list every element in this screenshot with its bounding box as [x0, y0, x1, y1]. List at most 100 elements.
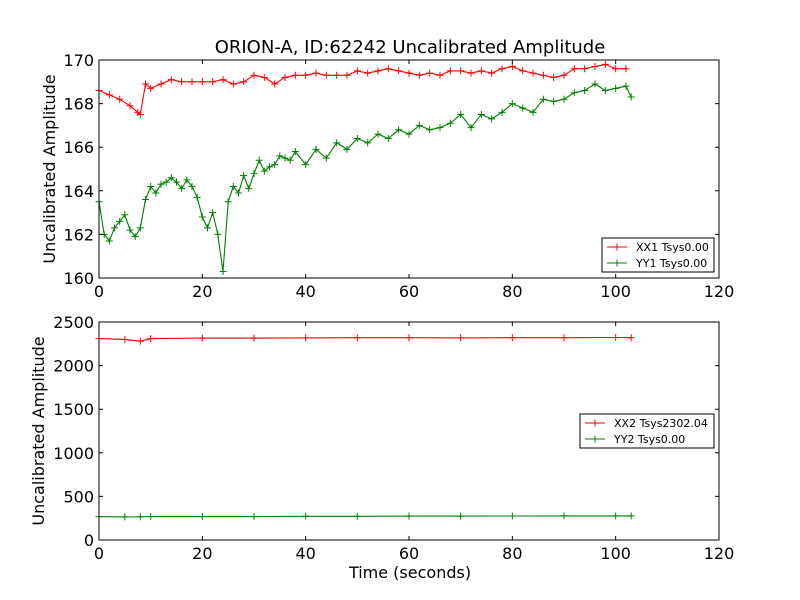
data-point-marker [198, 78, 206, 86]
y-tick-label: 170 [63, 51, 94, 70]
x-tick-label: 40 [295, 544, 315, 563]
data-point-marker [188, 78, 196, 86]
figure-title: ORION-A, ID:62242 Uncalibrated Amplitude [215, 37, 606, 58]
data-point-marker [322, 71, 330, 79]
data-point-marker [570, 89, 578, 97]
data-point-marker [436, 124, 444, 132]
data-point-marker [178, 185, 186, 193]
data-point-marker [343, 145, 351, 153]
data-point-marker [395, 126, 403, 134]
data-point-marker [250, 169, 258, 177]
data-point-marker [136, 111, 144, 118]
data-point-marker [193, 193, 201, 201]
data-point-marker [457, 512, 465, 520]
data-point-marker [219, 267, 227, 275]
data-point-marker [519, 67, 527, 75]
data-point-marker [622, 65, 630, 73]
data-point-marker [136, 224, 144, 232]
x-tick-label: 20 [192, 282, 212, 301]
legend: XX2 Tsys2302.04 YY2 Tsys0.00 [579, 413, 715, 449]
data-point-marker [121, 335, 129, 343]
data-point-marker [245, 185, 253, 193]
data-point-marker [581, 65, 589, 73]
data-point-marker [121, 513, 129, 521]
data-point-marker [188, 182, 196, 190]
series-1-2 [95, 80, 635, 275]
data-point-marker [291, 148, 299, 156]
data-point-marker [612, 84, 620, 92]
data-point-marker [157, 180, 165, 188]
data-point-marker [560, 512, 568, 520]
data-point-marker [121, 211, 129, 219]
data-point-marker [136, 337, 144, 345]
data-point-marker [105, 91, 113, 99]
data-point-marker [570, 65, 578, 73]
y-tick-label: 1500 [53, 400, 94, 419]
legend-label: XX1 Tsys0.00 [636, 241, 709, 254]
data-point-marker [353, 67, 361, 75]
data-point-marker [550, 97, 558, 105]
data-point-marker [131, 233, 139, 241]
data-point-marker [405, 130, 413, 138]
x-tick-label: 100 [600, 544, 631, 563]
data-point-marker [302, 71, 310, 79]
data-point-marker [477, 111, 485, 118]
data-point-marker [343, 71, 351, 79]
data-point-marker [498, 108, 506, 116]
plot-panel-2: 0 20 40 60 80 100 120 0 500 1000 1500 2000 2500 Uncal… [29, 313, 734, 563]
data-point-marker [183, 176, 191, 184]
data-point-marker [111, 224, 118, 232]
data-point-marker [612, 512, 620, 520]
legend-label: YY2 Tsys0.00 [613, 433, 685, 446]
x-tick-label: 120 [704, 544, 735, 563]
data-point-marker [384, 134, 392, 142]
data-point-marker [240, 78, 248, 86]
series-2-2 [95, 512, 635, 521]
legend-box [579, 413, 715, 449]
data-point-marker [395, 67, 403, 75]
data-point-marker [374, 67, 382, 75]
y-tick-label: 2000 [53, 357, 94, 376]
data-point-marker [198, 513, 206, 521]
y-axis-label: Uncalibrated Amplitude [29, 336, 48, 525]
data-point-marker [333, 139, 341, 147]
data-point-marker [291, 71, 299, 79]
data-point-marker [415, 71, 423, 79]
data-point-marker [116, 95, 124, 103]
data-point-marker [539, 95, 547, 103]
data-point-marker [322, 154, 330, 162]
plots: 0 20 40 60 80 100 120160162164166168170Uncalib… [29, 51, 734, 563]
data-point-marker [126, 102, 134, 110]
legend-marker [613, 243, 621, 251]
data-point-marker [364, 139, 372, 147]
data-point-marker [250, 71, 258, 79]
data-point-marker [446, 67, 454, 75]
data-point-marker [467, 124, 475, 132]
data-point-marker [508, 100, 516, 108]
data-point-marker [405, 512, 413, 520]
data-point-marker [488, 115, 496, 123]
legend-label: XX2 Tsys2302.04 [614, 417, 708, 430]
data-point-marker [224, 198, 232, 206]
data-point-marker [302, 334, 310, 342]
data-point-marker [612, 334, 620, 342]
data-point-marker [519, 104, 527, 112]
data-point-marker [209, 209, 217, 217]
data-point-marker [255, 156, 263, 164]
data-point-marker [612, 65, 620, 73]
data-point-marker [281, 154, 289, 162]
data-point-marker [271, 161, 279, 169]
data-point-marker [229, 182, 237, 190]
data-point-marker [204, 224, 211, 232]
data-point-marker [240, 172, 248, 180]
y-tick-label: 1000 [53, 444, 94, 463]
data-point-marker [286, 156, 294, 164]
data-point-marker [488, 69, 496, 77]
data-point-marker [116, 217, 124, 225]
data-point-marker [581, 87, 589, 95]
data-point-marker [622, 82, 630, 90]
data-point-marker [178, 78, 186, 86]
data-point-marker [560, 95, 568, 103]
data-point-marker [198, 213, 206, 221]
